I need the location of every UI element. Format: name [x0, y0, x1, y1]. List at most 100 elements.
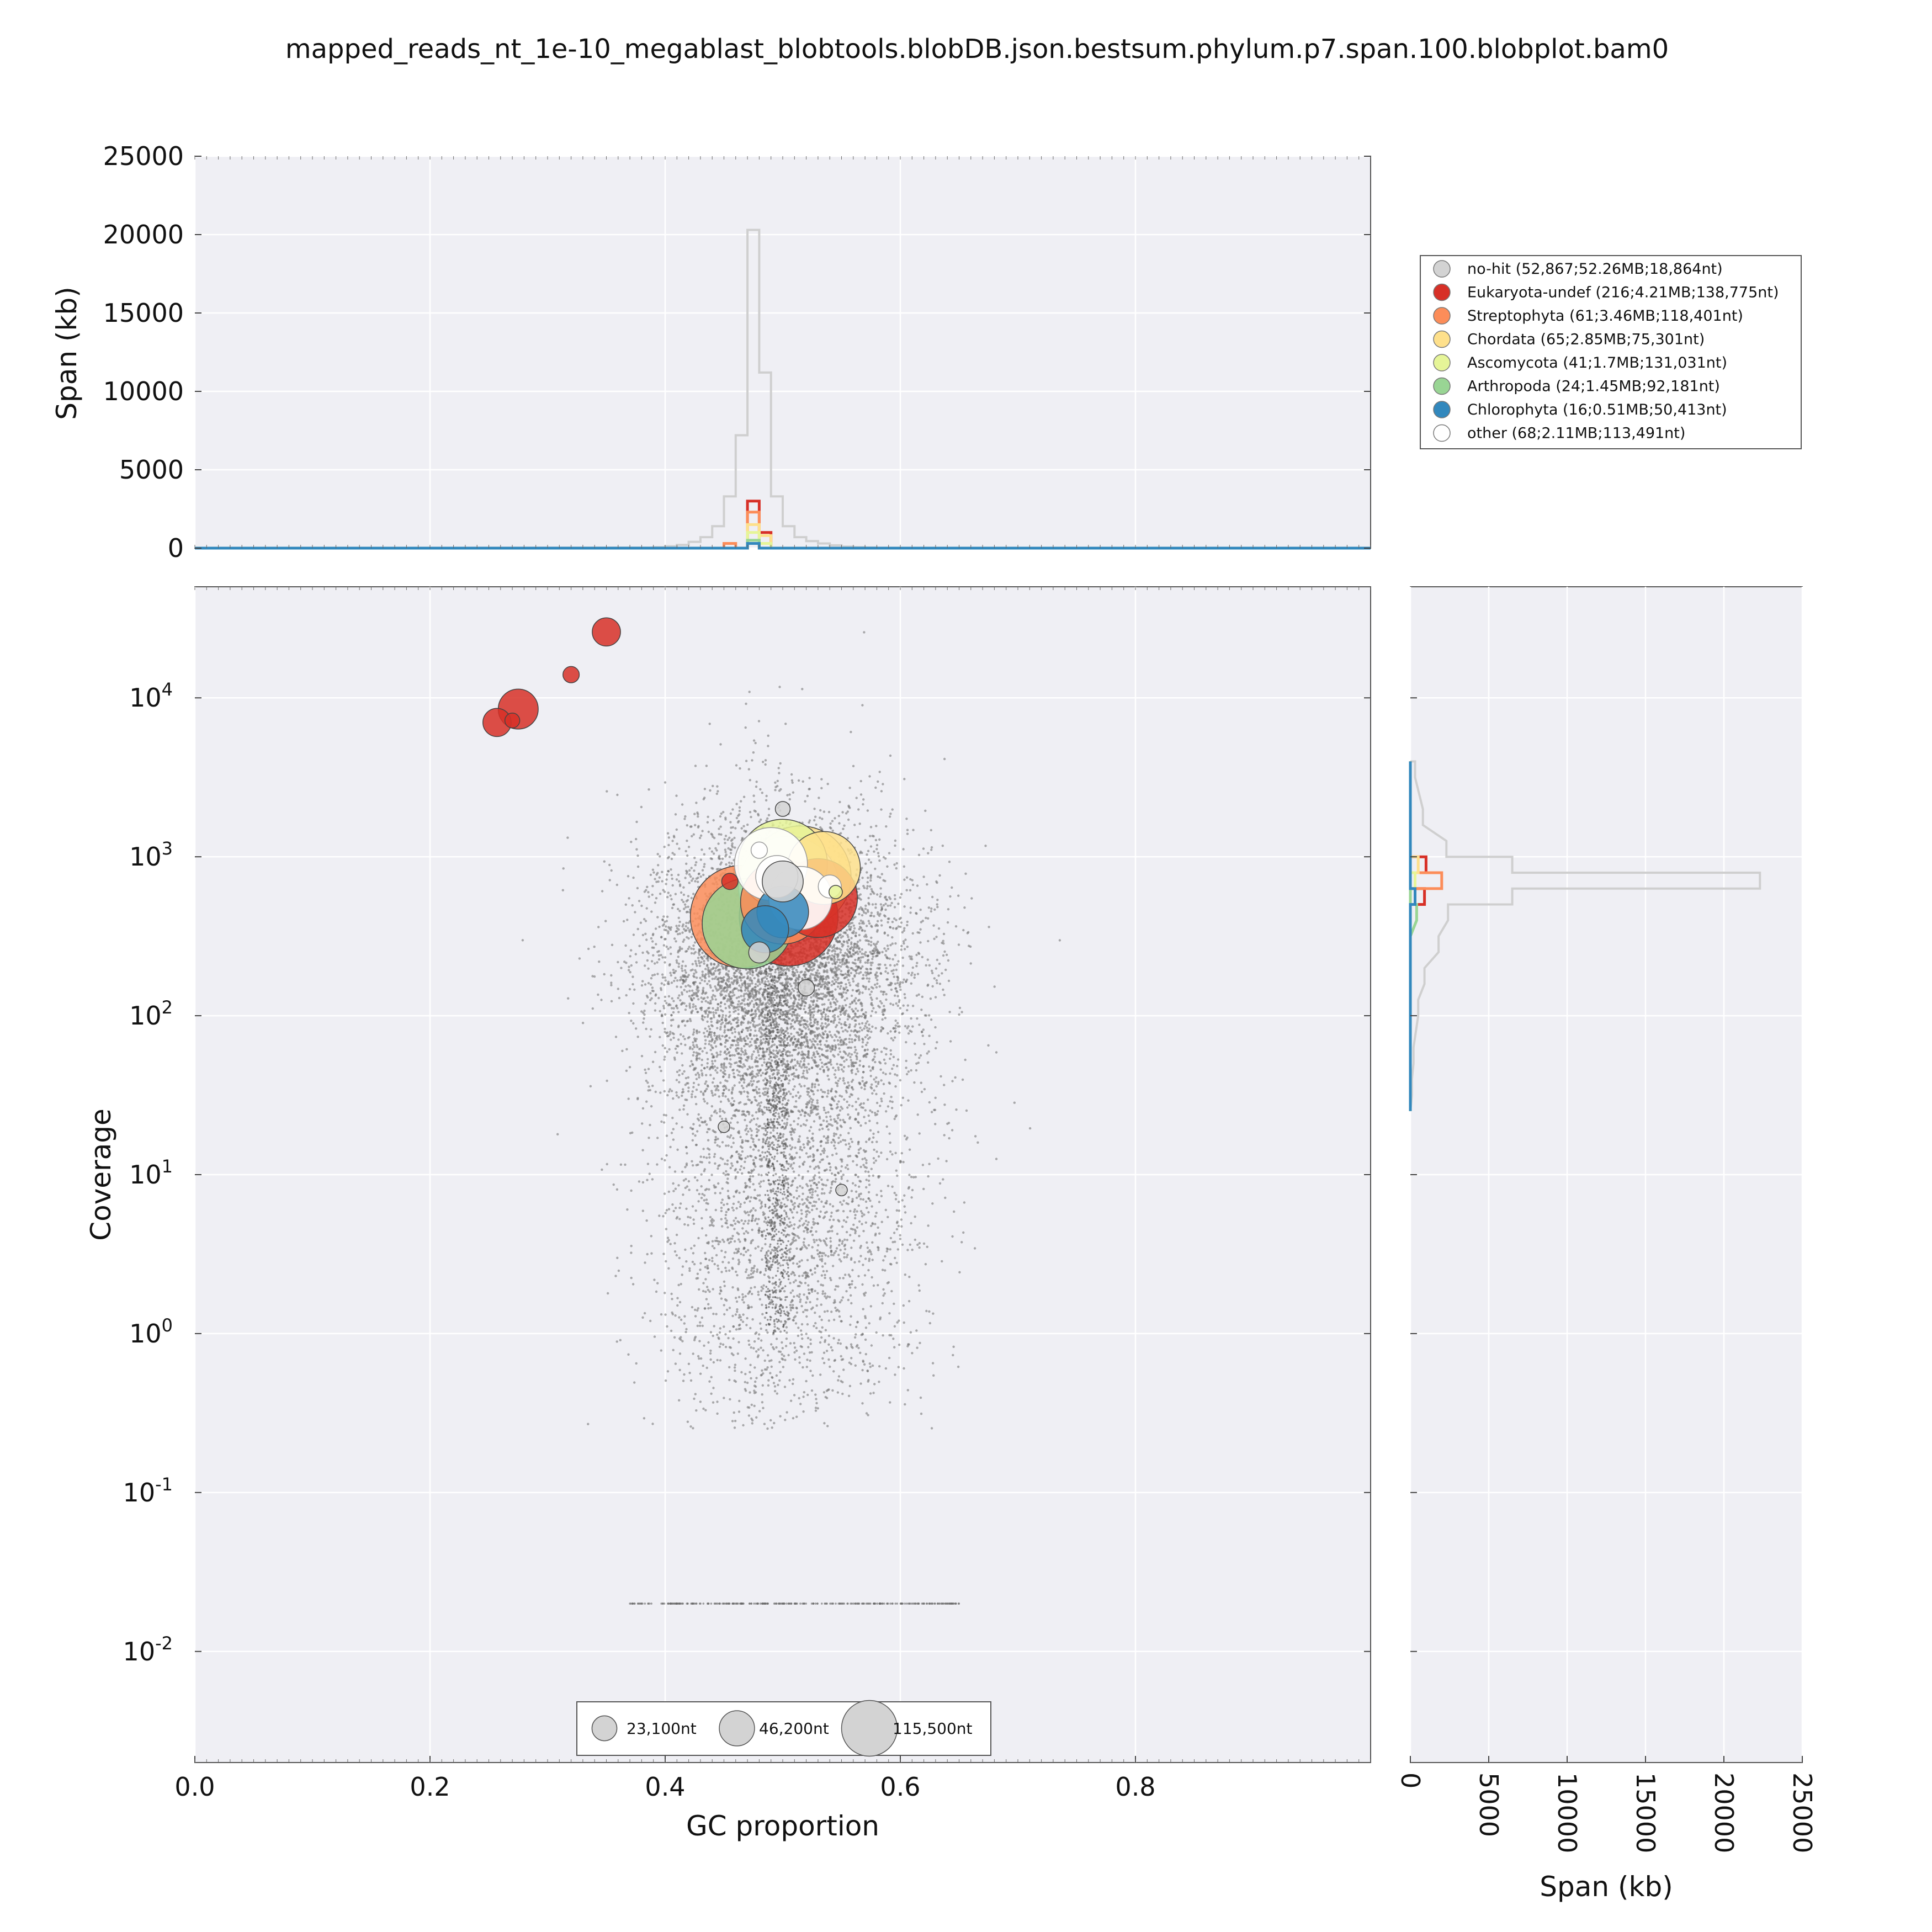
- nohit-dot: [785, 1326, 788, 1329]
- nohit-dot: [850, 1069, 853, 1073]
- nohit-dot: [781, 981, 784, 985]
- nohit-dot: [846, 948, 849, 951]
- nohit-dot: [934, 996, 937, 999]
- nohit-dot: [668, 1088, 672, 1091]
- nohit-dot: [852, 1010, 854, 1013]
- nohit-dot: [644, 920, 647, 922]
- nohit-dot: [677, 916, 680, 920]
- top-y-tick-label: 10000: [103, 376, 184, 406]
- nohit-dot: [556, 1133, 559, 1135]
- nohit-dot: [845, 1024, 848, 1027]
- nohit-dot: [696, 964, 698, 967]
- nohit-dot: [751, 1016, 754, 1020]
- nohit-dot: [907, 1070, 910, 1073]
- nohit-dot: [688, 946, 691, 948]
- nohit-dot: [690, 947, 693, 950]
- nohit-dot: [806, 1259, 809, 1261]
- nohit-dot: [837, 981, 840, 985]
- nohit-dot: [769, 1372, 772, 1374]
- nohit-dot: [872, 1174, 875, 1177]
- nohit-dot: [867, 1250, 870, 1254]
- nohit-dot: [834, 978, 836, 981]
- nohit-dot: [760, 1101, 763, 1104]
- nohit-dot: [712, 1013, 715, 1017]
- nohit-dot: [714, 969, 717, 973]
- nohit-dot: [782, 1011, 785, 1013]
- nohit-dot: [820, 1303, 822, 1306]
- nohit-dot: [876, 982, 879, 985]
- nohit-dot: [822, 1270, 825, 1273]
- nohit-dot: [774, 789, 777, 792]
- legend: no-hit (52,867;52.26MB;18,864nt)Eukaryot…: [1420, 255, 1802, 449]
- nohit-dot: [691, 999, 694, 1002]
- nohit-dot: [750, 1346, 752, 1349]
- nohit-dot: [839, 1118, 842, 1122]
- nohit-dot: [943, 1084, 946, 1086]
- nohit-dot: [852, 1064, 856, 1068]
- nohit-dot: [649, 1035, 651, 1038]
- nohit-dot: [731, 1054, 734, 1057]
- nohit-dot: [714, 1009, 718, 1012]
- nohit-dot: [753, 1196, 756, 1199]
- nohit-dot: [858, 822, 861, 825]
- nohit-dot: [880, 808, 883, 811]
- nohit-dot: [824, 1018, 827, 1021]
- nohit-dot: [814, 1059, 816, 1062]
- nohit-dot: [807, 1221, 810, 1224]
- nohit-dot: [664, 1000, 667, 1002]
- nohit-dot: [915, 912, 918, 915]
- nohit-dot: [863, 887, 866, 889]
- nohit-dot: [815, 1239, 818, 1241]
- nohit-dot: [823, 1149, 826, 1152]
- nohit-dot: [737, 1341, 740, 1344]
- nohit-dot: [671, 997, 673, 1000]
- nohit-dot: [757, 1293, 760, 1296]
- nohit-dot: [942, 940, 944, 942]
- nohit-dot: [657, 954, 661, 957]
- nohit-dot: [806, 1393, 809, 1397]
- nohit-dot: [681, 964, 683, 968]
- nohit-dot: [708, 1380, 711, 1383]
- nohit-dot: [830, 1118, 832, 1121]
- nohit-dot: [691, 1260, 694, 1264]
- nohit-dot: [696, 1189, 699, 1192]
- nohit-dot: [777, 1069, 780, 1072]
- nohit-dot: [726, 1135, 729, 1138]
- nohit-dot: [707, 1139, 710, 1142]
- nohit-dot: [659, 855, 661, 858]
- nohit-dot: [920, 921, 923, 923]
- nohit-dot: [771, 1426, 773, 1429]
- nohit-dot: [760, 1327, 762, 1330]
- nohit-dot: [885, 992, 888, 996]
- nohit-dot: [670, 1007, 673, 1010]
- nohit-dot: [650, 1252, 653, 1255]
- nohit-dot: [793, 1342, 795, 1345]
- nohit-dot: [915, 994, 919, 997]
- nohit-dot: [916, 1113, 919, 1116]
- nohit-dot: [793, 1394, 796, 1397]
- nohit-dot: [715, 849, 718, 852]
- nohit-dot: [857, 983, 859, 985]
- nohit-dot: [742, 1166, 746, 1170]
- nohit-dot: [880, 1220, 883, 1223]
- nohit-dot: [825, 1270, 829, 1272]
- nohit-dot: [798, 1296, 801, 1298]
- nohit-dot: [836, 1122, 839, 1124]
- nohit-dot: [719, 1342, 722, 1345]
- nohit-dot: [882, 1288, 885, 1291]
- nohit-dot: [906, 923, 909, 927]
- nohit-dot: [863, 1157, 867, 1160]
- nohit-dot: [816, 1043, 819, 1046]
- nohit-dot: [676, 1148, 679, 1151]
- nohit-dot: [819, 1161, 821, 1164]
- nohit-dot: [826, 1049, 829, 1052]
- nohit-dot: [767, 1249, 770, 1252]
- nohit-dot: [776, 995, 778, 997]
- nohit-dot: [728, 1366, 731, 1368]
- nohit-dot: [805, 1036, 809, 1039]
- nohit-dot: [800, 970, 803, 973]
- nohit-dot: [752, 1183, 755, 1186]
- nohit-dot: [852, 930, 855, 933]
- nohit-dot: [694, 1095, 697, 1098]
- nohit-dot: [884, 857, 887, 860]
